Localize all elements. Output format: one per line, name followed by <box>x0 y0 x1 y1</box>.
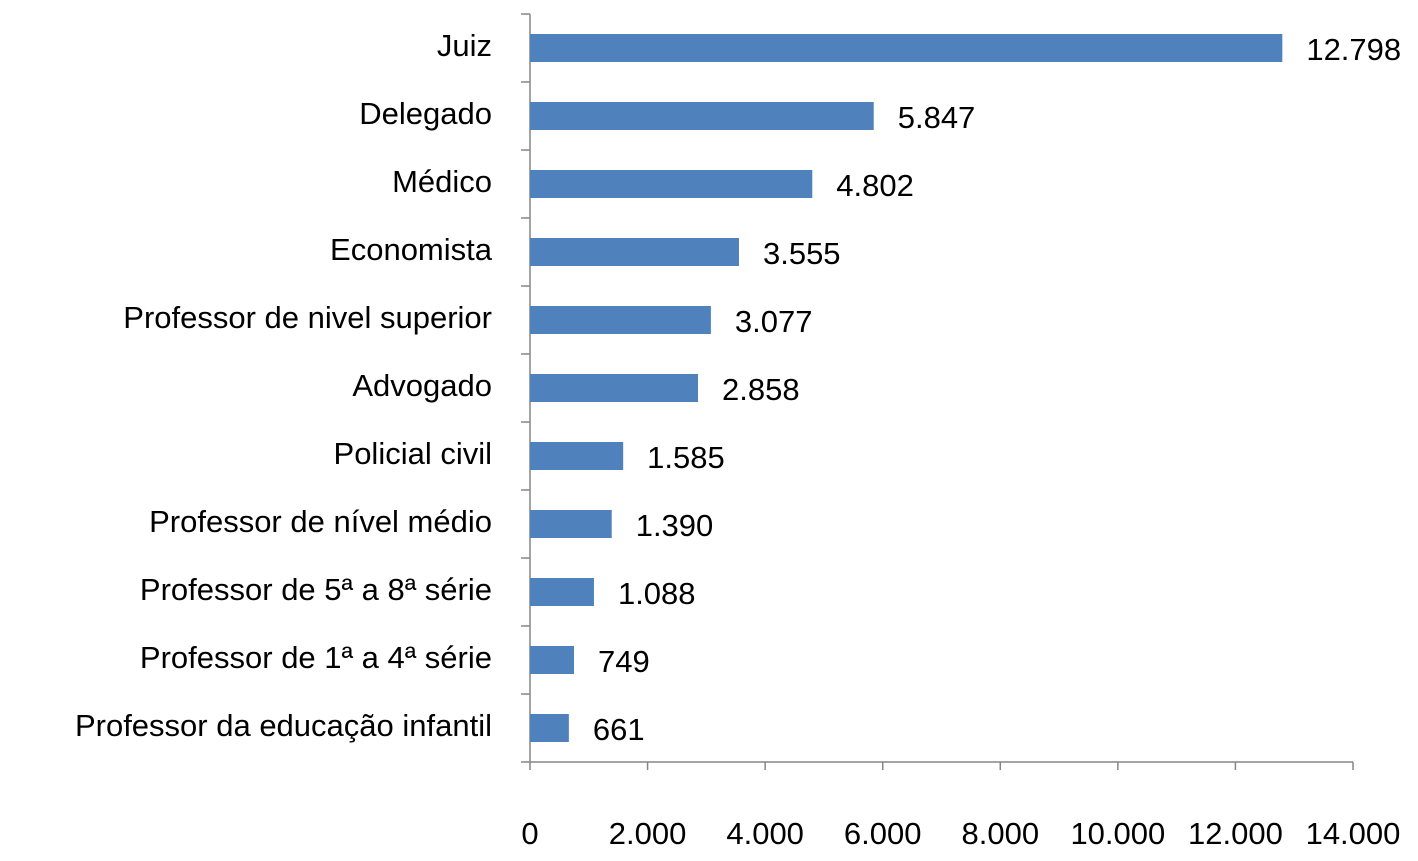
bar <box>530 102 874 130</box>
y-tick-label: Economista <box>330 232 493 267</box>
y-tick-label: Policial civil <box>334 436 492 471</box>
data-label: 5.847 <box>898 100 976 135</box>
bar <box>530 714 569 742</box>
y-tick-label: Professor de nivel superior <box>123 300 492 335</box>
bar <box>530 510 612 538</box>
data-label: 1.088 <box>618 576 696 611</box>
y-tick-label: Professor da educação infantil <box>75 708 492 743</box>
bar <box>530 442 624 470</box>
x-tick-label: 12.000 <box>1188 816 1283 851</box>
bar <box>530 34 1283 62</box>
data-label: 4.802 <box>836 168 914 203</box>
x-tick-label: 14.000 <box>1306 816 1401 851</box>
data-label: 3.555 <box>763 236 841 271</box>
bar <box>530 578 594 606</box>
data-label: 12.798 <box>1306 32 1401 67</box>
y-tick-label: Advogado <box>352 368 492 403</box>
bar <box>530 170 813 198</box>
y-tick-label: Delegado <box>359 96 492 131</box>
data-label: 749 <box>598 644 650 679</box>
y-tick-label: Médico <box>392 164 492 199</box>
x-tick-label: 0 <box>521 816 538 851</box>
x-tick-label: 8.000 <box>961 816 1039 851</box>
bar <box>530 646 575 674</box>
bar <box>530 238 739 266</box>
x-tick-label: 6.000 <box>844 816 922 851</box>
data-label: 1.585 <box>647 440 725 475</box>
bar <box>530 306 711 334</box>
bar <box>530 374 699 402</box>
data-label: 661 <box>593 712 645 747</box>
data-label: 2.858 <box>722 372 800 407</box>
x-tick-label: 2.000 <box>609 816 687 851</box>
data-label: 3.077 <box>735 304 813 339</box>
y-tick-label: Juiz <box>437 28 492 63</box>
data-label: 1.390 <box>636 508 714 543</box>
y-tick-label: Professor de 5ª a 8ª série <box>140 572 492 607</box>
y-tick-label: Professor de nível médio <box>149 504 492 539</box>
y-tick-label: Professor de 1ª a 4ª série <box>140 640 492 675</box>
x-tick-label: 4.000 <box>726 816 804 851</box>
x-tick-label: 10.000 <box>1070 816 1165 851</box>
